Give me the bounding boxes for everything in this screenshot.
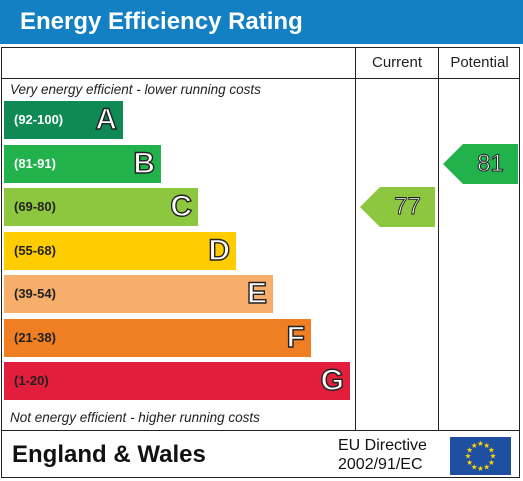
band-a: (92-100) A (4, 101, 123, 139)
title-bar: Energy Efficiency Rating (0, 0, 523, 44)
bottom-note: Not energy efficient - higher running co… (10, 410, 260, 425)
eu-star-icon: ★ (466, 445, 473, 454)
current-column-divider (355, 47, 356, 431)
band-range-label: (39-54) (14, 286, 56, 301)
footer-directive: EU Directive 2002/91/EC (338, 436, 438, 474)
band-range-label: (69-80) (14, 199, 56, 214)
band-f: (21-38) F (4, 318, 311, 357)
eu-star-icon: ★ (488, 458, 495, 467)
band-letter: A (95, 102, 118, 136)
top-note: Very energy efficient - lower running co… (10, 82, 261, 97)
band-d: (55-68) D (4, 231, 236, 270)
eu-flag-icon: ★★★★★★★★★ ★ ★★ (450, 437, 511, 475)
directive-line-1: EU Directive (338, 437, 427, 454)
potential-arrow-shape (443, 143, 518, 184)
band-c: (69-80) C (4, 188, 198, 226)
eu-star-icon: ★ (466, 458, 473, 467)
eu-star-icon: ★ (471, 441, 478, 450)
eu-star-icon: ★ (490, 452, 497, 461)
band-letter: F (286, 320, 306, 354)
footer-region: England & Wales (12, 441, 206, 468)
current-arrow-shape (360, 187, 435, 227)
band-range-label: (55-68) (14, 242, 56, 258)
eu-star-icon: ★ (471, 462, 478, 471)
band-range-label: (92-100) (14, 112, 64, 127)
directive-line-2: 2002/91/EC (338, 456, 423, 473)
band-letter: C (170, 189, 193, 223)
potential-rating-arrow: 81 (443, 143, 518, 184)
potential-column-divider (438, 47, 439, 431)
footer-divider (1, 430, 520, 431)
header-divider (1, 78, 520, 79)
band-b: (81-91) B (4, 144, 161, 183)
band-range-label: (1-20) (14, 373, 49, 388)
band-letter: G (320, 363, 345, 397)
band-letter: B (133, 146, 156, 180)
chart-title: Energy Efficiency Rating (20, 8, 303, 35)
rating-table (1, 47, 520, 478)
eu-star-icon: ★ (477, 464, 484, 473)
eu-star-icon: ★ (483, 462, 490, 471)
eu-star-icon: ★ (483, 441, 490, 450)
band-range-label: (81-91) (14, 155, 56, 171)
eu-flag-stars: ★★★★★★★★★ ★ ★★ (465, 439, 497, 473)
current-column-header: Current (371, 54, 423, 71)
band-letter: E (246, 276, 267, 310)
band-letter: D (208, 233, 231, 267)
eu-star-icon: ★ (488, 445, 495, 454)
eu-flag-background (450, 437, 511, 475)
potential-rating-value: 81 (477, 149, 505, 177)
potential-column-header: Potential (450, 54, 509, 71)
current-rating-value: 77 (394, 193, 422, 221)
current-rating-arrow: 77 (360, 187, 435, 227)
band-range-label: (21-38) (14, 329, 56, 345)
band-g: (1-20) G (4, 362, 350, 400)
eu-star-icon: ★ (477, 439, 484, 448)
band-e: (39-54) E (4, 275, 273, 313)
eu-star-icon: ★ (465, 452, 472, 461)
